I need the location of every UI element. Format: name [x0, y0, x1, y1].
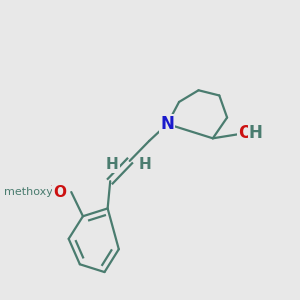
- Text: H: H: [139, 157, 152, 172]
- Text: O: O: [47, 184, 60, 200]
- Text: methoxy: methoxy: [4, 187, 52, 197]
- Text: H: H: [106, 157, 119, 172]
- Text: H: H: [249, 124, 262, 142]
- Text: O: O: [53, 184, 66, 200]
- Text: O: O: [238, 124, 252, 142]
- Text: N: N: [160, 115, 174, 133]
